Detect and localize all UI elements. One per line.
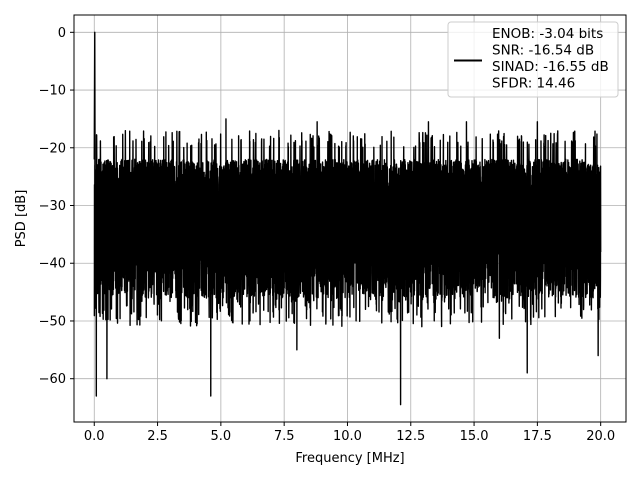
legend-sfdr: SFDR: 14.46 bbox=[492, 76, 575, 92]
x-axis-label: Frequency [MHz] bbox=[295, 451, 404, 466]
x-tick-label: 2.5 bbox=[147, 429, 168, 444]
x-tick-label: 7.5 bbox=[274, 429, 295, 444]
y-tick-label: −40 bbox=[39, 257, 66, 272]
y-axis-label: PSD [dB] bbox=[14, 190, 29, 248]
x-tick-label: 10.0 bbox=[333, 429, 362, 444]
y-axis-ticks: 0 −10 −20 −30 −40 −50 −60 bbox=[39, 26, 74, 387]
x-tick-label: 17.5 bbox=[523, 429, 552, 444]
x-tick-label: 20.0 bbox=[586, 429, 615, 444]
y-tick-label: −60 bbox=[39, 372, 66, 387]
y-tick-label: −10 bbox=[39, 84, 66, 99]
x-tick-label: 0.0 bbox=[84, 429, 105, 444]
y-tick-label: −20 bbox=[39, 141, 66, 156]
psd-series-line bbox=[93, 31, 602, 406]
axes-frame bbox=[73, 14, 627, 423]
x-tick-label: 12.5 bbox=[396, 429, 425, 444]
legend: ENOB: -3.04 bits SNR: -16.54 dB SINAD: -… bbox=[447, 21, 619, 98]
y-tick-label: 0 bbox=[58, 26, 66, 41]
x-axis-ticks: 0.0 2.5 5.0 7.5 10.0 12.5 15.0 17.5 20.0 bbox=[84, 422, 615, 444]
legend-enob: ENOB: -3.04 bits bbox=[492, 26, 603, 42]
x-tick-label: 15.0 bbox=[460, 429, 489, 444]
legend-snr: SNR: -16.54 dB bbox=[492, 43, 594, 59]
x-tick-label: 5.0 bbox=[211, 429, 232, 444]
plot-area bbox=[93, 31, 602, 406]
y-tick-label: −30 bbox=[39, 199, 66, 214]
y-tick-label: −50 bbox=[39, 314, 66, 329]
legend-box bbox=[447, 21, 619, 98]
legend-sinad: SINAD: -16.55 dB bbox=[492, 59, 609, 75]
